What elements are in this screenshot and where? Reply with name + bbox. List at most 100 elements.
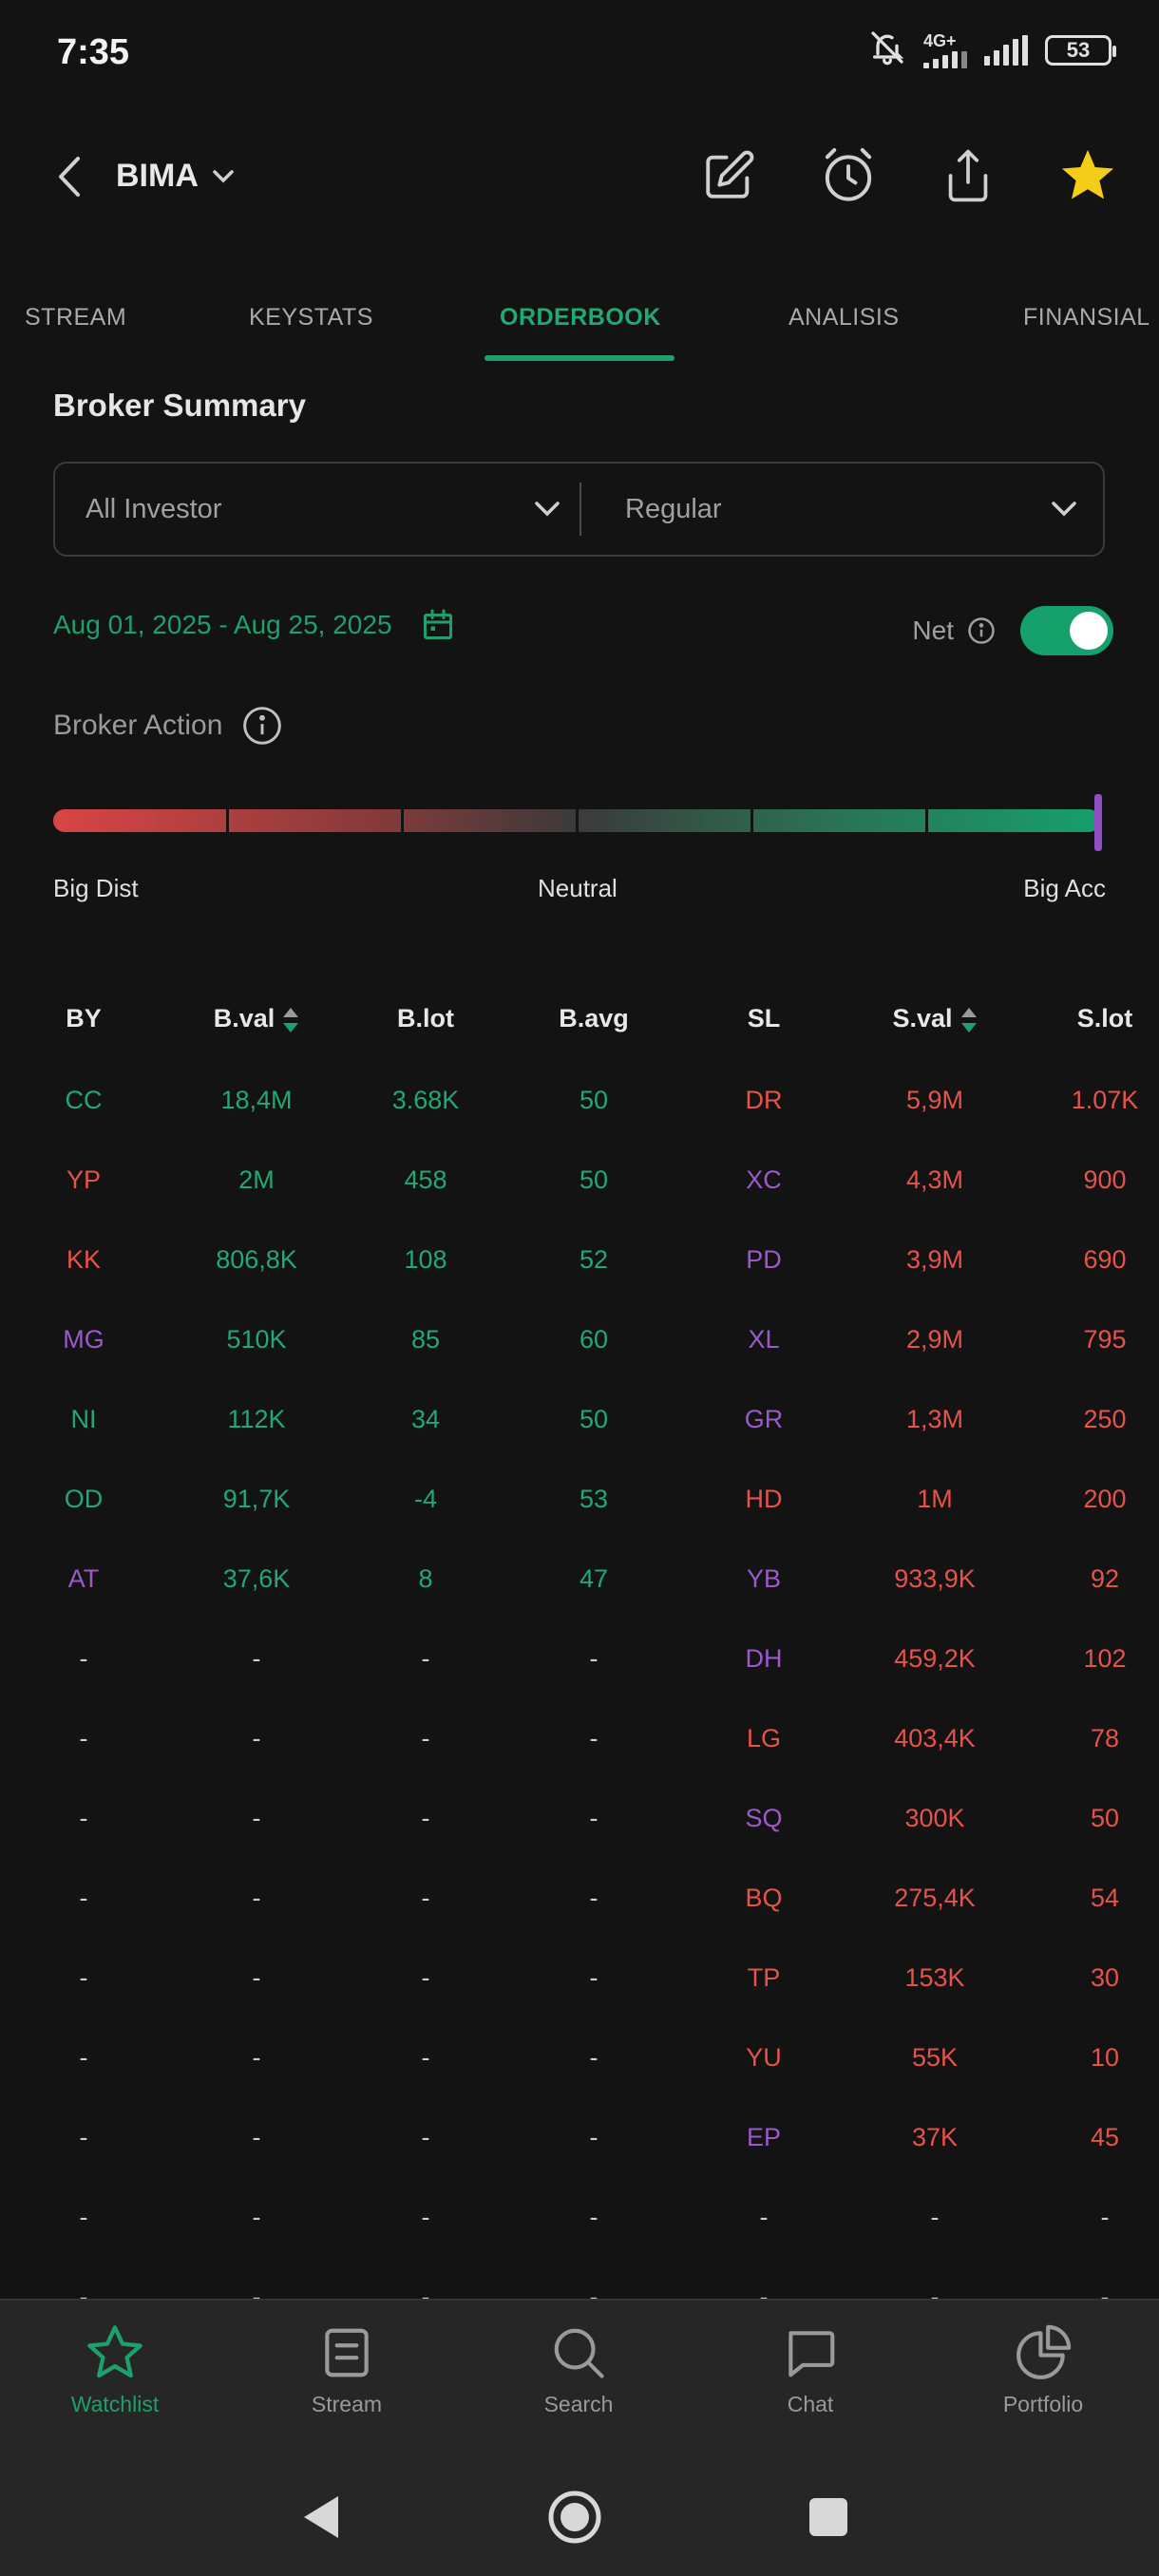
cell-slot: 690 (1083, 1245, 1127, 1274)
cell-blot: 8 (418, 1564, 433, 1593)
cell-sl: SQ (745, 1804, 783, 1832)
back-button[interactable] (55, 150, 93, 203)
cell-bavg: 50 (579, 1086, 609, 1114)
col-header-bavg: B.avg (559, 1004, 629, 1032)
cell-blot: 34 (410, 1405, 441, 1433)
chevron-down-icon (535, 502, 560, 517)
triangle-back-icon (304, 2496, 338, 2538)
cell-by: - (79, 1963, 88, 1992)
tab-analisis[interactable]: ANALISIS (788, 304, 900, 331)
tab-keystats[interactable]: KEYSTATS (249, 304, 373, 331)
cell-sl: TP (747, 1963, 781, 1992)
sort-icon (960, 1007, 977, 1032)
table-row[interactable]: ------- (0, 2257, 1159, 2337)
cell-sval: 933,9K (894, 1564, 976, 1593)
cell-blot: - (421, 2043, 430, 2072)
tab-finansial[interactable]: FINANSIAL (1023, 304, 1150, 331)
table-row[interactable]: - - - - SQ 300K 50 (0, 1778, 1159, 1858)
cell-sval: 275,4K (894, 1884, 976, 1912)
table-row[interactable]: - - - - TP 153K 30 (0, 1938, 1159, 2017)
cell-sval: 459,2K (894, 1644, 976, 1673)
cell-blot: - (421, 1963, 430, 1992)
cell-bavg: - (589, 2123, 598, 2151)
market-dropdown[interactable]: Regular (625, 464, 1077, 555)
table-row[interactable]: - - - - BQ 275,4K 54 (0, 1858, 1159, 1938)
cell-slot: 92 (1090, 1564, 1120, 1593)
cell-bavg: 60 (579, 1325, 609, 1354)
tab-bar: STREAM KEYSTATS ORDERBOOK ANALISIS FINAN… (0, 285, 1159, 365)
tab-orderbook[interactable]: ORDERBOOK (500, 304, 661, 331)
signal-1-icon (923, 50, 967, 68)
cell-by: KK (66, 1245, 102, 1274)
nav-stream-label: Stream (311, 2392, 383, 2416)
system-recents-button[interactable] (800, 2489, 857, 2546)
table-row[interactable]: MG 510K 85 60 XL 2,9M 795 (0, 1299, 1159, 1379)
calendar-icon (423, 609, 452, 639)
nav-search-label: Search (543, 2392, 614, 2416)
system-home-button[interactable] (546, 2489, 603, 2546)
nav-watchlist[interactable]: Watchlist (39, 2323, 191, 2417)
status-icons: 4G+ 53 (868, 28, 1116, 71)
nav-portfolio[interactable]: Portfolio (967, 2323, 1119, 2417)
table-row[interactable]: ------- (0, 2177, 1159, 2257)
cell-bavg: - (589, 2203, 598, 2231)
table-row[interactable]: YP 2M 458 50 XC 4,3M 900 (0, 1140, 1159, 1220)
cell-by: - (79, 2123, 88, 2151)
search-icon (554, 2328, 604, 2378)
date-range: Aug 01, 2025 - Aug 25, 2025 (53, 610, 392, 639)
nav-chat[interactable]: Chat (734, 2323, 886, 2417)
info-icon[interactable] (241, 705, 283, 747)
share-button[interactable] (939, 142, 998, 209)
cell-blot: - (421, 1804, 430, 1832)
cell-blot: 458 (404, 1165, 447, 1194)
table-row[interactable]: - - - - YU 55K 10 (0, 2017, 1159, 2097)
chat-icon (788, 2331, 835, 2377)
col-header-bval[interactable]: B.val (180, 978, 332, 1058)
investor-dropdown[interactable]: All Investor (86, 464, 560, 555)
table-row[interactable]: NI 112K 34 50 GR 1,3M 250 (0, 1379, 1159, 1459)
cell-sval: 300K (904, 1804, 965, 1832)
cell-sl: LG (746, 1724, 782, 1752)
edit-button[interactable] (699, 142, 758, 209)
table-row[interactable]: - - - - LG 403,4K 78 (0, 1698, 1159, 1778)
table-row[interactable]: CC 18,4M 3.68K 50 DR 5,9M 1.07K (0, 1060, 1159, 1140)
table-row[interactable]: AT 37,6K 8 47 YB 933,9K 92 (0, 1539, 1159, 1619)
favorite-button[interactable] (1058, 142, 1117, 209)
ticker-selector[interactable]: BIMA (116, 158, 235, 195)
chevron-left-icon (59, 157, 80, 197)
col-header-blot: B.lot (397, 1004, 454, 1032)
nav-search[interactable]: Search (503, 2323, 655, 2417)
broker-action-gauge (53, 809, 1100, 832)
table-row[interactable]: KK 806,8K 108 52 PD 3,9M 690 (0, 1220, 1159, 1299)
nav-portfolio-label: Portfolio (1002, 2392, 1084, 2416)
cell-slot: - (1100, 2203, 1110, 2231)
tab-stream[interactable]: STREAM (25, 304, 127, 331)
alarm-button[interactable] (819, 142, 878, 209)
cell-sval: 55K (911, 2043, 959, 2072)
star-filled-icon (1061, 149, 1114, 199)
cell-by: CC (65, 1086, 103, 1114)
net-toggle[interactable] (1020, 606, 1113, 655)
table-row[interactable]: OD 91,7K -4 53 HD 1M 200 (0, 1459, 1159, 1539)
cell-blot: - (421, 2123, 430, 2151)
col-header-sval[interactable]: S.val (859, 978, 1011, 1058)
market-dropdown-value: Regular (625, 493, 722, 524)
table-row[interactable]: - - - - DH 459,2K 102 (0, 1619, 1159, 1698)
cell-sval: 1M (917, 1485, 953, 1513)
cell-by: - (79, 2203, 88, 2231)
chevron-down-icon (213, 169, 234, 182)
date-range-picker[interactable]: Aug 01, 2025 - Aug 25, 2025 (53, 608, 455, 642)
cell-sl: DR (745, 1086, 783, 1114)
cell-sl: EP (746, 2123, 782, 2151)
cell-slot: 795 (1083, 1325, 1127, 1354)
cell-bavg: 53 (579, 1485, 609, 1513)
info-icon[interactable] (967, 616, 996, 645)
system-back-button[interactable] (293, 2489, 350, 2546)
col-header-slot: S.lot (1076, 1004, 1133, 1032)
cell-bavg: 47 (579, 1564, 609, 1593)
cell-sval: 2,9M (905, 1325, 964, 1354)
cell-slot: 30 (1090, 1963, 1120, 1992)
table-row[interactable]: - - - - EP 37K 45 (0, 2097, 1159, 2177)
nav-stream[interactable]: Stream (271, 2323, 423, 2417)
cell-bval: 112K (227, 1405, 286, 1433)
